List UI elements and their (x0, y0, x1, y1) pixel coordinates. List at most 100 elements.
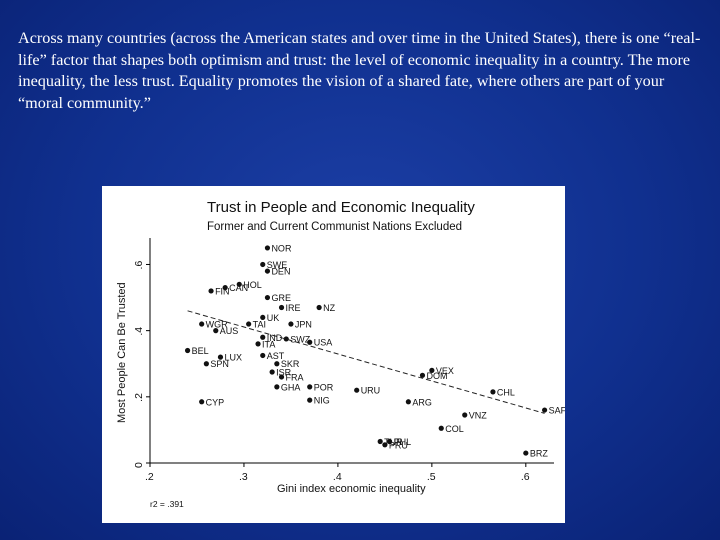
data-point-label-wgr: WGR (206, 320, 228, 330)
data-point-label-phl: PHL (394, 437, 412, 447)
data-point-label-vnz: VNZ (469, 411, 488, 421)
data-point-ire (278, 304, 285, 311)
data-point-label-tai: TAI (253, 320, 266, 330)
data-point-label-ire: IRE (286, 303, 301, 313)
data-point-label-swe: SWE (267, 260, 288, 270)
data-point-ita (255, 341, 261, 347)
chart-card: Trust in People and Economic Inequality … (102, 186, 565, 523)
data-point-ast (260, 352, 266, 359)
data-point-label-swz: SWZ (290, 334, 310, 344)
data-point-label-fin: FIN (215, 286, 230, 296)
fit-line (187, 310, 545, 414)
y-tick-label: .6 (133, 261, 145, 270)
data-point-fra (278, 374, 285, 380)
x-tick-label: .5 (427, 471, 436, 483)
data-point-uk (260, 314, 266, 321)
data-point-skr (274, 361, 280, 367)
data-point-label-chl: CHL (497, 387, 515, 397)
data-point-label-spn: SPN (210, 359, 229, 369)
data-point-label-aus: AUS (220, 326, 239, 336)
data-point-cyp (199, 399, 205, 405)
x-tick-label: .3 (239, 471, 248, 483)
x-axis-label: Gini index economic inequality (277, 483, 426, 495)
data-point-label-den: DEN (271, 267, 290, 277)
data-point-label-brz: BRZ (530, 449, 549, 459)
data-point-chl (490, 389, 496, 395)
data-point-label-hol: HOL (243, 280, 262, 290)
data-point-can (222, 285, 228, 291)
data-point-label-cyp: CYP (206, 397, 225, 407)
data-point-ind (260, 334, 266, 340)
data-point-fin (208, 288, 214, 294)
data-point-label-fra: FRA (286, 372, 304, 382)
data-point-usa (307, 339, 313, 345)
data-point-saf (542, 407, 548, 413)
data-point-label-nig: NIG (314, 396, 330, 406)
data-point-label-bel: BEL (192, 346, 209, 356)
data-point-label-ita: ITA (262, 339, 275, 349)
data-point-jpn (288, 321, 294, 327)
data-point-vex (429, 367, 435, 373)
data-point-label-gha: GHA (281, 382, 301, 392)
data-point-aus (213, 328, 219, 334)
data-point-label-skr: SKR (281, 359, 300, 369)
data-point-arg (405, 399, 411, 405)
data-point-swz (283, 336, 289, 342)
r-squared-note: r2 = .391 (150, 499, 184, 509)
y-tick-label: .4 (133, 327, 145, 336)
data-point-label-isr: ISR (276, 368, 292, 378)
data-point-phl (386, 438, 393, 445)
y-axis-label: Most People Can Be Trusted (116, 282, 128, 423)
data-point-label-col: COL (445, 424, 464, 434)
data-point-label-uk: UK (267, 313, 280, 323)
data-point-nor (264, 245, 271, 251)
data-point-uru (354, 387, 360, 393)
data-point-spn (203, 361, 209, 367)
data-point-label-usa: USA (314, 338, 333, 348)
data-point-wgr (199, 321, 205, 327)
data-point-tai (246, 321, 252, 327)
data-point-label-nz: NZ (323, 303, 335, 313)
y-tick-label: 0 (133, 462, 145, 468)
data-point-nz (316, 304, 322, 311)
data-point-label-pru: PRU (389, 440, 408, 450)
data-point-label-uru: URU (361, 386, 381, 396)
data-point-label-ast: AST (267, 351, 285, 361)
data-point-label-nor: NOR (271, 243, 292, 253)
data-point-isr (269, 369, 275, 375)
data-point-den (264, 268, 271, 274)
data-point-hol (236, 281, 242, 287)
data-point-nig (307, 397, 313, 403)
data-point-label-tur: TUR (384, 437, 403, 447)
slide-caption: Across many countries (across the Americ… (18, 29, 701, 112)
axes: .2.3.4.5.60.2.4.6 (133, 238, 554, 483)
data-point-swe (260, 261, 266, 268)
data-point-label-gre: GRE (271, 293, 291, 303)
data-point-label-jpn: JPN (295, 320, 312, 330)
chart-subtitle: Former and Current Communist Nations Exc… (207, 221, 462, 233)
data-point-por (307, 384, 313, 390)
data-point-pru (382, 442, 388, 448)
x-tick-label: .6 (521, 471, 530, 483)
chart-title: Trust in People and Economic Inequality (207, 199, 475, 216)
data-point-label-lux: LUX (224, 353, 242, 363)
x-tick-label: .4 (333, 471, 342, 483)
data-point-vnz (462, 412, 468, 418)
data-point-label-saf: SAF (549, 406, 565, 416)
data-point-col (438, 425, 444, 431)
data-point-label-ind: IND (267, 333, 283, 343)
data-point-label-can: CAN (229, 283, 248, 293)
data-point-label-por: POR (314, 382, 334, 392)
data-point-lux (217, 354, 224, 360)
data-point-bel (184, 347, 191, 354)
data-point-label-arg: ARG (412, 397, 432, 407)
data-point-gha (274, 384, 280, 390)
data-point-dom (419, 372, 426, 378)
data-point-gre (264, 294, 271, 301)
data-point-tur (377, 438, 383, 445)
scatter-chart: Trust in People and Economic Inequality … (116, 199, 565, 509)
y-tick-label: .2 (133, 393, 145, 402)
data-point-brz (523, 450, 529, 456)
data-point-label-vex: VEX (436, 366, 454, 376)
